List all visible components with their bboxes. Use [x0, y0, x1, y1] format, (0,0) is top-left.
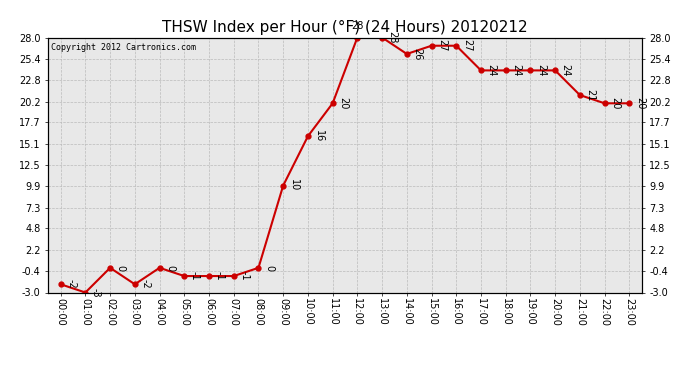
Title: THSW Index per Hour (°F) (24 Hours) 20120212: THSW Index per Hour (°F) (24 Hours) 2012… [162, 20, 528, 35]
Text: -2: -2 [140, 279, 150, 289]
Text: 20: 20 [635, 97, 645, 109]
Text: 10: 10 [288, 180, 299, 192]
Text: 20: 20 [610, 97, 620, 109]
Text: -2: -2 [66, 279, 76, 289]
Text: -1: -1 [239, 271, 249, 281]
Text: Copyright 2012 Cartronics.com: Copyright 2012 Cartronics.com [51, 43, 196, 52]
Text: 28: 28 [388, 32, 397, 44]
Text: 0: 0 [165, 265, 175, 271]
Text: -3: -3 [91, 288, 101, 297]
Text: 24: 24 [536, 64, 546, 76]
Text: 24: 24 [511, 64, 521, 76]
Text: 16: 16 [313, 130, 324, 142]
Text: 27: 27 [462, 39, 472, 52]
Text: -1: -1 [215, 271, 224, 281]
Text: 0: 0 [116, 265, 126, 271]
Text: 24: 24 [486, 64, 497, 76]
Text: 20: 20 [338, 97, 348, 109]
Text: 26: 26 [413, 48, 422, 60]
Text: 21: 21 [585, 89, 595, 101]
Text: 0: 0 [264, 265, 274, 271]
Text: 24: 24 [561, 64, 571, 76]
Text: -1: -1 [190, 271, 200, 281]
Text: 27: 27 [437, 39, 447, 52]
Text: 28: 28 [351, 21, 364, 30]
